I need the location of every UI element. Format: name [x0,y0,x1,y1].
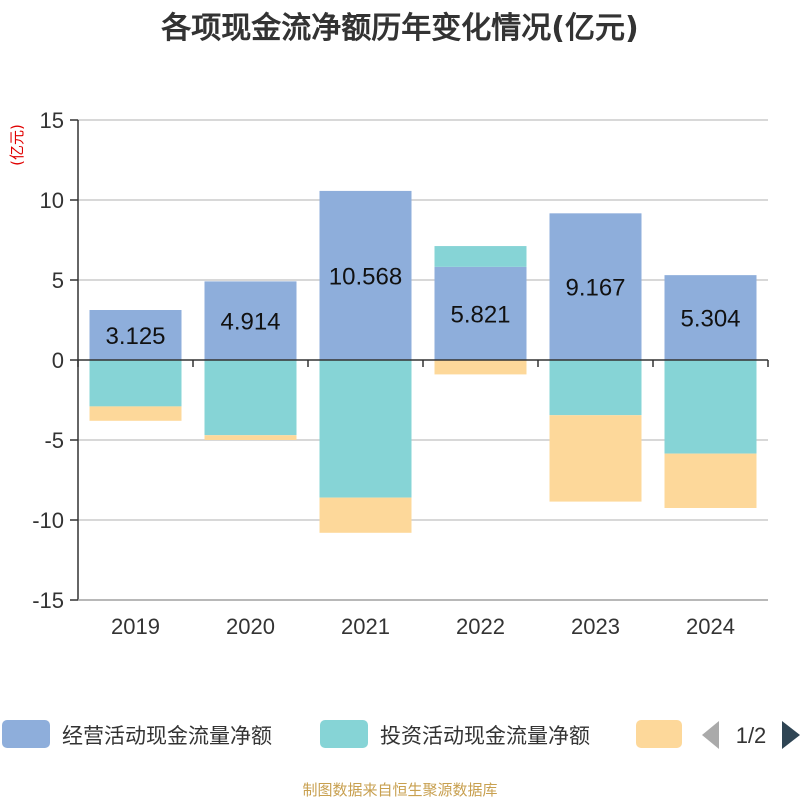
legend-pager: 1/2 [702,721,800,749]
data-label: 3.125 [105,323,165,350]
legend-swatch-operating [2,720,50,748]
legend-swatch-investing [320,720,368,748]
bar-operating [549,213,642,360]
legend-label-operating: 经营活动现金流量净额 [62,724,272,748]
x-tick-label: 2019 [111,614,160,639]
bar-other [204,435,297,440]
y-axis-unit: (亿元) [8,124,26,166]
x-axis-ticks: 2019 2020 2021 2022 2023 2024 [111,614,735,639]
bar-investing [664,360,757,454]
bar-other [434,360,527,375]
bar-other [89,406,182,421]
axes [77,120,769,601]
bar-other [319,497,412,533]
bar-operating [434,266,527,360]
bar-investing [89,360,182,407]
x-tick-label: 2024 [686,614,735,639]
y-tick-label: 15 [40,108,64,133]
data-label: 5.821 [450,301,510,328]
bar-investing [319,360,412,498]
bar-other [549,415,642,502]
legend-item-operating[interactable]: 经营活动现金流量净额 [2,720,272,748]
legend-prev-page-icon[interactable] [702,721,719,749]
y-tick-label: -5 [44,428,64,453]
y-tick-label: -10 [32,508,64,533]
data-label: 10.568 [329,263,402,290]
data-label: 5.304 [680,306,740,333]
legend-swatch-financing [636,720,682,748]
data-source-note: 制图数据来自恒生聚源数据库 [302,781,497,799]
legend-item-investing[interactable]: 投资活动现金流量净额 [320,720,590,748]
bar-operating [319,190,412,360]
x-tick-label: 2021 [341,614,390,639]
x-tick-label: 2022 [456,614,505,639]
legend-page-indicator: 1/2 [736,723,767,748]
legend: 经营活动现金流量净额 投资活动现金流量净额 1/2 [2,720,800,749]
bar-series [89,190,757,533]
y-tick-label: -15 [32,588,64,613]
y-tick-label: 10 [40,188,64,213]
x-tick-label: 2020 [226,614,275,639]
bar-investing [549,360,642,416]
y-tick-label: 0 [52,348,64,373]
bar-operating [204,281,297,360]
data-label: 4.914 [220,309,280,336]
x-tick-label: 2023 [571,614,620,639]
legend-item-financing[interactable] [636,720,682,748]
bar-operating [89,310,182,360]
y-axis-ticks: 15 10 5 0 -5 -10 -15 [32,108,78,613]
bar-other [664,453,757,508]
bar-investing [434,246,527,267]
data-labels: 3.125 4.914 10.568 5.821 9.167 5.304 [105,263,740,350]
bar-investing [204,360,297,436]
chart-title: 各项现金流净额历年变化情况(亿元) [160,11,638,46]
bar-operating [664,275,757,360]
legend-next-page-icon[interactable] [782,721,800,749]
y-tick-label: 5 [52,268,64,293]
legend-label-investing: 投资活动现金流量净额 [380,724,590,748]
data-label: 9.167 [565,275,625,302]
